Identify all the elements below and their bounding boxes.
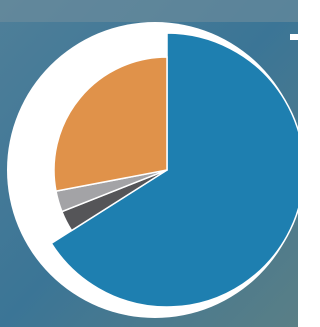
screen: [0, 0, 298, 327]
background-strip: [0, 0, 298, 22]
header-mark: [290, 34, 298, 40]
